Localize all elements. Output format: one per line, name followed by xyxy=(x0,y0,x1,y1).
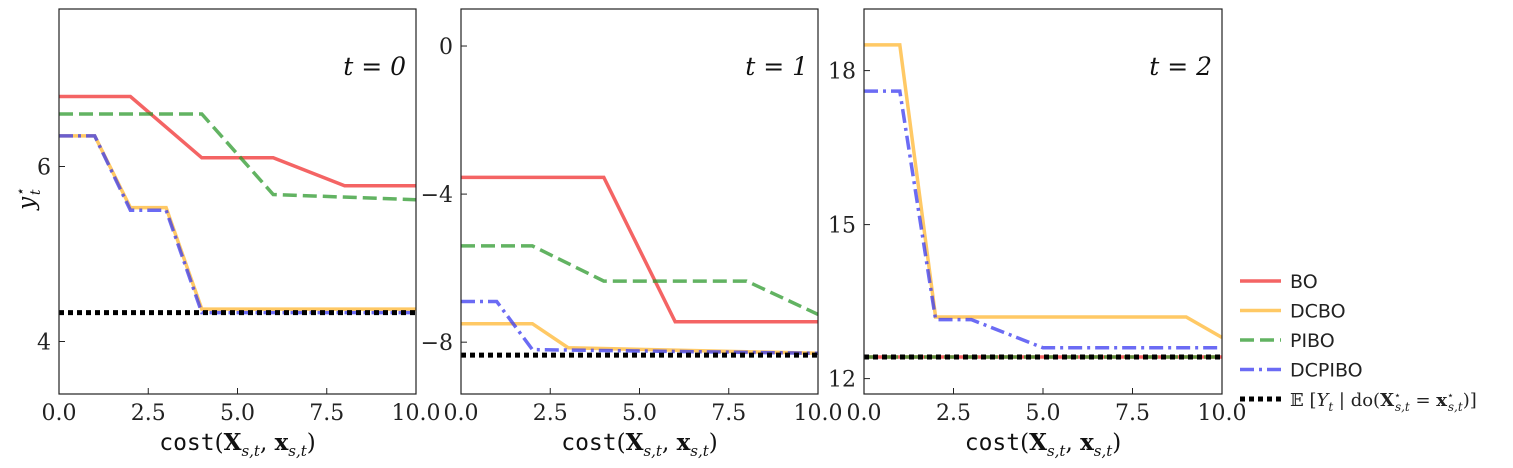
panel-annotation-2: t = 2 xyxy=(1149,52,1212,81)
y-axis-title: y⋆t xyxy=(13,188,44,211)
y-tick-label-8: −8 xyxy=(421,331,453,356)
y-tick-label-18: 18 xyxy=(828,60,856,85)
plot-area-1 xyxy=(461,175,818,358)
x-tick-label-10-0: 10.0 xyxy=(794,401,843,426)
plot-area-2 xyxy=(864,43,1222,360)
series-line-dcpibo-2 xyxy=(864,89,1222,350)
x-tick-label-5-0: 5.0 xyxy=(622,401,657,426)
x-tick-label-7-5: 7.5 xyxy=(711,401,746,426)
legend-label-bo: BO xyxy=(1290,271,1318,293)
x-axis-title-2: cost(Xs,t, xs,t) xyxy=(965,429,1122,460)
series-line-bo-0 xyxy=(59,94,416,188)
legend: BO DCBO PIBO DCPIBO 𝔼 [Yt | do(X⋆ s,t = x⋆ s,t… xyxy=(1240,271,1477,414)
x-tick-label-5-0: 5.0 xyxy=(1026,401,1061,426)
panel-annotation-0: t = 0 xyxy=(343,52,406,81)
series-line-pibo-0 xyxy=(59,112,416,202)
x-tick-label-7-5: 7.5 xyxy=(309,401,344,426)
y-tick-label-4: 4 xyxy=(37,331,51,356)
series-line-bo-1 xyxy=(461,175,818,324)
series-line-dcpibo-0 xyxy=(59,134,416,315)
y-tick-label-12: 12 xyxy=(828,368,856,393)
x-tick-label-10-0: 10.0 xyxy=(1198,401,1247,426)
x-tick-label-2-5: 2.5 xyxy=(533,401,568,426)
legend-label-dcbo: DCBO xyxy=(1290,301,1346,323)
x-axis-title-0: cost(Xs,t, xs,t) xyxy=(159,429,316,460)
plot-area-0 xyxy=(59,94,416,316)
x-tick-label-0-0: 0.0 xyxy=(444,401,479,426)
x-tick-label-2-5: 2.5 xyxy=(131,401,166,426)
x-tick-label-5-0: 5.0 xyxy=(220,401,255,426)
series-line-dcbo-2 xyxy=(864,43,1222,340)
y-tick-label-0: 0 xyxy=(439,35,453,60)
x-tick-label-0-0: 0.0 xyxy=(847,401,882,426)
panel-1: 0.0 2.5 5.0 7.5 10.0 0 −4 −8 cost(Xs,t, xs,t) t =… xyxy=(421,8,843,460)
x-tick-label-0-0: 0.0 xyxy=(42,401,77,426)
y-tick-label-15: 15 xyxy=(828,214,856,239)
y-tick-label-4: −4 xyxy=(421,183,453,208)
x-tick-label-10-0: 10.0 xyxy=(392,401,441,426)
legend-label-dcpibo: DCPIBO xyxy=(1290,360,1363,382)
panel-2: 0.0 2.5 5.0 7.5 10.0 18 15 12 cost(Xs,t, xs,t) t … xyxy=(828,8,1247,460)
y-tick-label-6: 6 xyxy=(37,156,51,181)
series-line-dcbo-0 xyxy=(59,134,416,311)
legend-label-pibo: PIBO xyxy=(1290,330,1335,352)
x-tick-label-7-5: 7.5 xyxy=(1115,401,1150,426)
panel-0: 0.0 2.5 5.0 7.5 10.0 4 6 cost(Xs,t, xs,t) y⋆t t =… xyxy=(13,8,441,460)
legend-label-expected-value: 𝔼 [Yt | do(X⋆ s,t = x⋆ s,t)] xyxy=(1290,389,1477,414)
panel-annotation-1: t = 1 xyxy=(745,52,808,81)
series-line-dcpibo-1 xyxy=(461,299,818,356)
series-line-pibo-1 xyxy=(461,244,818,316)
x-axis-title-1: cost(Xs,t, xs,t) xyxy=(561,429,718,460)
x-tick-label-2-5: 2.5 xyxy=(936,401,971,426)
